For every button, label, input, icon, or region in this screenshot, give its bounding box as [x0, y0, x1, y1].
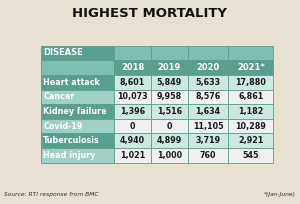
- Bar: [188, 60, 228, 75]
- Bar: [228, 46, 274, 60]
- Bar: [151, 148, 188, 163]
- Text: 9,958: 9,958: [157, 92, 182, 101]
- Text: 0: 0: [130, 122, 135, 131]
- Bar: [151, 133, 188, 148]
- Bar: [151, 119, 188, 133]
- Text: HIGHEST MORTALITY: HIGHEST MORTALITY: [73, 7, 227, 20]
- Text: 760: 760: [200, 151, 216, 160]
- Bar: [114, 46, 151, 60]
- Text: 6,861: 6,861: [238, 92, 264, 101]
- Text: 4,940: 4,940: [120, 136, 145, 145]
- Bar: [114, 60, 151, 75]
- Bar: [41, 75, 114, 90]
- Text: 2,921: 2,921: [238, 136, 264, 145]
- Bar: [114, 133, 151, 148]
- Bar: [228, 104, 274, 119]
- Text: 2020: 2020: [196, 63, 220, 72]
- Text: 10,289: 10,289: [236, 122, 266, 131]
- Bar: [114, 148, 151, 163]
- Text: 2021*: 2021*: [237, 63, 265, 72]
- Text: Covid-19: Covid-19: [43, 122, 83, 131]
- Bar: [41, 90, 114, 104]
- Bar: [188, 90, 228, 104]
- Bar: [188, 133, 228, 148]
- Text: 4,899: 4,899: [157, 136, 182, 145]
- Text: Kidney failure: Kidney failure: [43, 107, 107, 116]
- Bar: [228, 133, 274, 148]
- Text: 17,880: 17,880: [236, 78, 266, 87]
- Text: 5,849: 5,849: [157, 78, 182, 87]
- Bar: [228, 119, 274, 133]
- Bar: [188, 119, 228, 133]
- Bar: [151, 104, 188, 119]
- Bar: [228, 90, 274, 104]
- Bar: [151, 90, 188, 104]
- Bar: [41, 133, 114, 148]
- Bar: [228, 148, 274, 163]
- Text: 10,073: 10,073: [117, 92, 148, 101]
- Bar: [151, 60, 188, 75]
- Bar: [151, 46, 188, 60]
- Text: 5,633: 5,633: [196, 78, 220, 87]
- Text: 11,105: 11,105: [193, 122, 224, 131]
- Text: DISEASE: DISEASE: [43, 49, 83, 58]
- Text: 0: 0: [167, 122, 172, 131]
- Text: 545: 545: [243, 151, 259, 160]
- Text: 8,576: 8,576: [195, 92, 221, 101]
- Text: 2018: 2018: [121, 63, 144, 72]
- Text: 2019: 2019: [158, 63, 181, 72]
- Text: 3,719: 3,719: [196, 136, 220, 145]
- Bar: [188, 46, 228, 60]
- Bar: [151, 75, 188, 90]
- Bar: [188, 148, 228, 163]
- Text: 1,000: 1,000: [157, 151, 182, 160]
- Text: Head injury: Head injury: [43, 151, 96, 160]
- Bar: [114, 90, 151, 104]
- Text: 8,601: 8,601: [120, 78, 145, 87]
- Bar: [114, 75, 151, 90]
- Text: Tuberculosis: Tuberculosis: [43, 136, 100, 145]
- Bar: [228, 60, 274, 75]
- Text: 1,516: 1,516: [157, 107, 182, 116]
- Bar: [41, 46, 114, 60]
- Bar: [188, 75, 228, 90]
- Text: *(Jan-June): *(Jan-June): [263, 192, 296, 197]
- Text: 1,396: 1,396: [120, 107, 145, 116]
- Bar: [41, 148, 114, 163]
- Text: Cancer: Cancer: [43, 92, 75, 101]
- Bar: [41, 60, 114, 75]
- Text: 1,182: 1,182: [238, 107, 264, 116]
- Bar: [41, 119, 114, 133]
- Bar: [228, 75, 274, 90]
- Text: Heart attack: Heart attack: [43, 78, 100, 87]
- Text: 1,634: 1,634: [196, 107, 220, 116]
- Bar: [114, 104, 151, 119]
- Bar: [41, 104, 114, 119]
- Text: 1,021: 1,021: [120, 151, 145, 160]
- Text: Source: RTI response from BMC: Source: RTI response from BMC: [4, 192, 99, 197]
- Bar: [114, 119, 151, 133]
- Bar: [188, 104, 228, 119]
